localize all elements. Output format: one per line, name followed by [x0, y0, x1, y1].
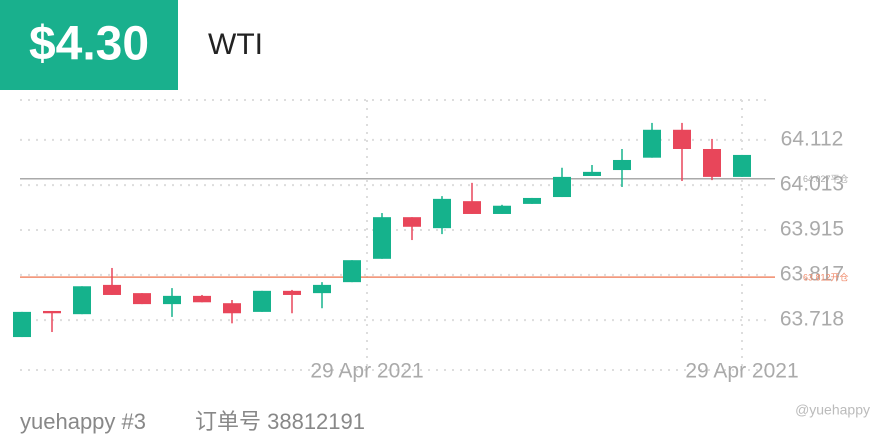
candle-body	[733, 154, 751, 177]
candle-body	[313, 284, 331, 294]
candle-body	[13, 311, 31, 338]
candle-body	[403, 217, 421, 227]
y-tick-label: 63.718	[780, 308, 844, 331]
candle-body	[613, 159, 631, 171]
candle-body	[133, 293, 151, 305]
candle-body	[523, 197, 541, 204]
watermark: @yuehappy	[795, 402, 870, 418]
candle-body	[343, 260, 361, 283]
candle-body	[673, 129, 691, 149]
candle-body	[493, 205, 511, 214]
candle-body	[433, 198, 451, 229]
candle-body	[703, 148, 721, 177]
badge: $4.30	[29, 18, 149, 71]
candle-body	[223, 303, 241, 314]
chart-title: WTI	[208, 28, 263, 61]
y-tick-label: 63.817	[780, 262, 844, 285]
y-tick-label: 64.112	[781, 127, 844, 150]
reference-label: 63.812开仓	[803, 271, 849, 282]
candle-body	[73, 286, 91, 315]
candle-body	[643, 129, 661, 158]
candle-body	[103, 284, 121, 295]
y-tick-label: 64.013	[780, 173, 844, 196]
candle-body	[373, 217, 391, 259]
candle-body	[283, 290, 301, 295]
reference-label: 64.027平仓	[803, 173, 849, 184]
y-tick-label: 63.915	[780, 218, 844, 241]
candle-body	[553, 176, 571, 198]
candle-body	[43, 310, 61, 314]
footer-user: yuehappy #3	[20, 409, 146, 434]
x-tick-label: 29 Apr 2021	[685, 360, 798, 383]
candle-body	[583, 171, 601, 176]
candle-body	[193, 295, 211, 303]
x-tick-label: 29 Apr 2021	[310, 360, 423, 383]
candle-body	[163, 295, 181, 305]
candle-body	[463, 201, 481, 214]
candle-body	[253, 290, 271, 312]
footer-order: 订单号 38812191	[195, 409, 365, 434]
badge-bg	[0, 0, 178, 90]
